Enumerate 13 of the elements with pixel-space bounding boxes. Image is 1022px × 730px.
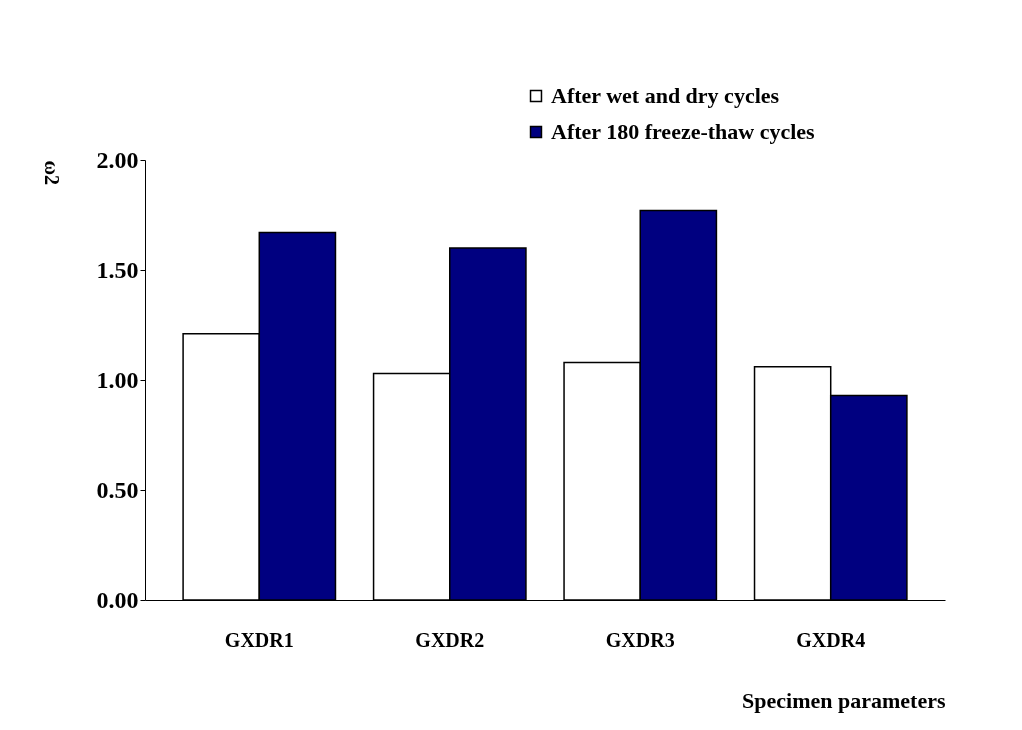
y-tick-label: 0.00 — [96, 586, 139, 613]
legend-label: After wet and dry cycles — [551, 83, 780, 108]
x-tick-label: GXDR4 — [796, 628, 866, 651]
x-tick-label: GXDR2 — [415, 628, 485, 651]
y-axis-title: ω2 — [40, 160, 63, 186]
y-tick-label: 1.00 — [96, 366, 139, 393]
legend-label: After 180 freeze-thaw cycles — [551, 119, 816, 144]
x-axis-title: Specimen parameters — [742, 687, 946, 713]
x-tick-label: GXDR3 — [605, 628, 675, 651]
y-tick-label: 0.50 — [96, 476, 139, 503]
y-tick-label: 1.50 — [96, 256, 139, 283]
y-tick-label: 2.00 — [96, 146, 139, 173]
x-tick-label: GXDR1 — [224, 628, 294, 651]
